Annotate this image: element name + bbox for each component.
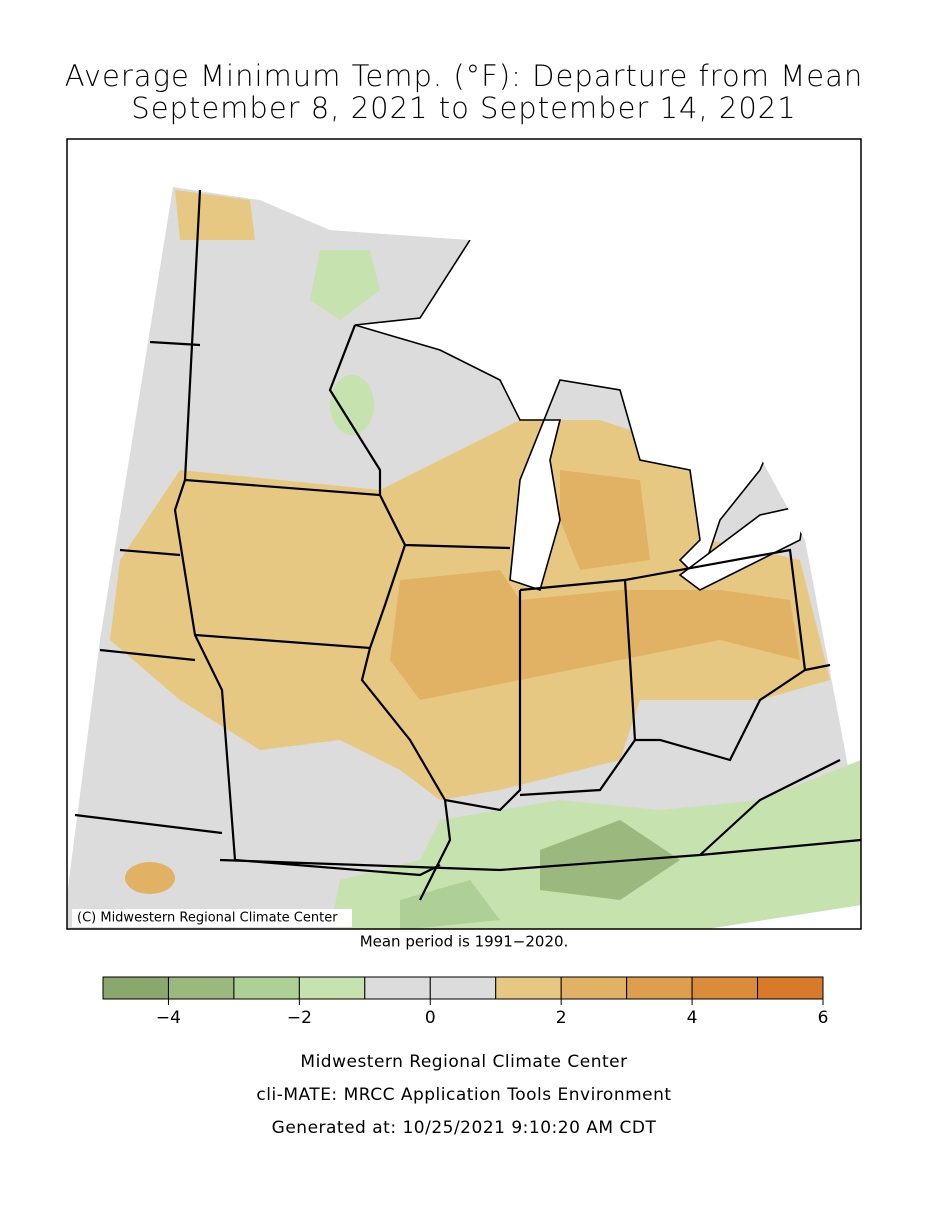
color-box <box>298 976 366 1000</box>
tick-label: 6 <box>818 1008 829 1028</box>
credit: cli-MATE: MRCC Application Tools Environ… <box>256 1085 671 1105</box>
tick-label: 2 <box>556 1008 567 1028</box>
state-border <box>74 189 861 901</box>
color-box <box>757 976 824 1000</box>
color-box <box>626 976 693 1000</box>
copyright-box <box>72 909 352 927</box>
color-box <box>560 976 628 1000</box>
credit: Midwestern Regional Climate Center <box>300 1052 627 1072</box>
warm-region <box>175 190 255 240</box>
cool-region <box>310 250 380 320</box>
warmer-region <box>390 570 800 700</box>
warmer-region <box>560 470 650 570</box>
warmer-region <box>125 862 175 894</box>
tick-label: 0 <box>425 1008 436 1028</box>
title-line: Average Minimum Temp. (°F): Departure fr… <box>65 59 864 93</box>
tick-label: −4 <box>156 1008 181 1028</box>
copyright: (C) Midwestern Regional Climate Center <box>77 911 338 926</box>
map-frame <box>66 138 862 930</box>
color-box <box>102 976 169 1000</box>
map: (C) Midwestern Regional Climate Center <box>66 138 862 930</box>
color-box <box>167 976 235 1000</box>
color-box <box>495 976 562 1000</box>
color-box <box>364 976 431 1000</box>
tick-label: 4 <box>687 1008 698 1028</box>
cooler-region <box>540 820 680 900</box>
color-box <box>691 976 759 1000</box>
tick-label: −2 <box>287 1008 312 1028</box>
note: Mean period is 1991−2020. <box>360 933 569 951</box>
color-box <box>429 976 497 1000</box>
credit: Generated at: 10/25/2021 9:10:20 AM CDT <box>272 1118 657 1138</box>
cool-region <box>330 375 374 435</box>
outside-area <box>67 139 861 540</box>
lake <box>678 503 806 591</box>
cooler-region <box>400 880 500 929</box>
colorbar: −4 −2 0 2 4 6 <box>102 976 829 1028</box>
title-line: September 8, 2021 to September 14, 2021 <box>131 91 796 125</box>
color-box <box>233 976 300 1000</box>
